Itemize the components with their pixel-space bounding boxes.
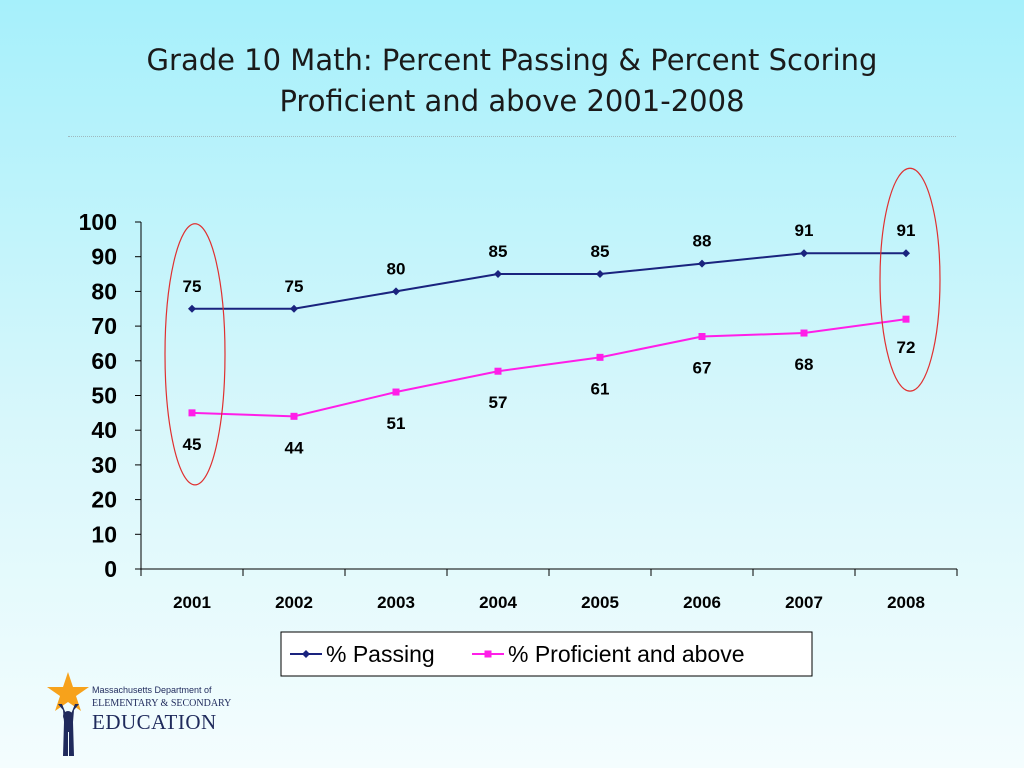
data-point-passing — [188, 304, 196, 313]
legend-label-2: % Proficient and above — [508, 641, 745, 667]
x-tick-label: 2007 — [785, 593, 823, 612]
legend-box — [280, 631, 813, 677]
logo: Massachusetts Department of ELEMENTARY &… — [46, 670, 246, 766]
data-label-proficient: 72 — [897, 338, 916, 357]
data-point-passing — [494, 270, 502, 279]
x-tick-label: 2001 — [173, 593, 211, 612]
data-label-proficient: 45 — [183, 435, 202, 454]
data-point-proficient — [596, 353, 604, 361]
data-label-passing: 91 — [897, 221, 916, 240]
title-line-2: Proficient and above 2001-2008 — [279, 84, 745, 118]
data-point-passing — [392, 287, 400, 296]
data-label-proficient: 61 — [591, 379, 610, 398]
x-tick-label: 2004 — [479, 593, 517, 612]
series-line-2 — [191, 318, 907, 418]
data-point-proficient — [188, 409, 196, 417]
y-tick-label: 30 — [91, 452, 117, 478]
y-tick-label: 20 — [91, 487, 117, 513]
data-label-proficient: 44 — [285, 438, 304, 457]
highlight-ellipse-2001 — [164, 223, 226, 486]
y-tick-label: 70 — [91, 313, 117, 339]
legend-marker-diamond — [302, 650, 310, 658]
y-tick-label: 100 — [79, 209, 117, 235]
data-point-passing — [800, 249, 808, 258]
logo-line-education: EDUCATION — [92, 710, 217, 734]
x-tick-label: 2008 — [887, 593, 925, 612]
y-tick-label: 0 — [104, 556, 117, 582]
logo-figure-body — [58, 704, 79, 756]
data-point-proficient — [902, 315, 910, 323]
title-line-1: Grade 10 Math: Percent Passing & Percent… — [146, 43, 878, 77]
slide-title: Grade 10 Math: Percent Passing & Percent… — [0, 40, 1024, 122]
data-point-passing — [596, 270, 604, 279]
data-point-proficient — [290, 412, 298, 420]
data-label-passing: 85 — [489, 242, 508, 261]
y-tick-label: 60 — [91, 348, 117, 374]
highlight-ellipse-2008 — [879, 167, 941, 392]
legend-marker-square — [484, 650, 492, 658]
series-line-1 — [192, 252, 906, 310]
y-tick-label: 90 — [91, 244, 117, 270]
y-tick-label: 80 — [91, 278, 117, 304]
data-label-passing: 80 — [387, 259, 406, 278]
data-label-passing: 75 — [285, 277, 304, 296]
data-point-proficient — [800, 329, 808, 337]
x-tick-label: 2003 — [377, 593, 415, 612]
x-tick-label: 2005 — [581, 593, 619, 612]
data-label-proficient: 57 — [489, 393, 508, 412]
star-person-icon — [47, 672, 89, 756]
data-point-proficient — [392, 388, 400, 396]
data-point-proficient — [698, 333, 706, 341]
legend-label-1: % Passing — [326, 641, 435, 667]
data-label-proficient: 68 — [795, 355, 814, 374]
data-label-proficient: 67 — [693, 359, 712, 378]
data-point-proficient — [494, 367, 502, 375]
x-tick-label: 2006 — [683, 593, 721, 612]
data-label-passing: 85 — [591, 242, 610, 261]
x-tick-label: 2002 — [275, 593, 313, 612]
data-point-passing — [698, 259, 706, 268]
logo-star-shape — [47, 672, 89, 711]
data-label-passing: 75 — [183, 277, 202, 296]
data-point-passing — [290, 304, 298, 313]
data-label-passing: 91 — [795, 221, 814, 240]
data-label-proficient: 51 — [387, 414, 406, 433]
data-point-passing — [902, 249, 910, 258]
y-tick-label: 10 — [91, 521, 117, 547]
data-label-passing: 88 — [693, 232, 712, 251]
logo-line-elementary: ELEMENTARY & SECONDARY — [92, 698, 232, 709]
logo-line-department: Massachusetts Department of — [92, 685, 212, 695]
y-tick-label: 40 — [91, 417, 117, 443]
title-divider — [68, 136, 956, 137]
y-tick-label: 50 — [91, 383, 117, 409]
